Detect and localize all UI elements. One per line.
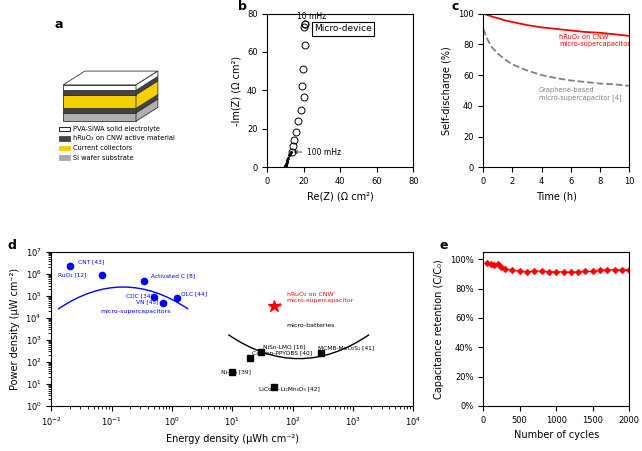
Polygon shape: [63, 81, 158, 95]
Text: RuO₂ [12]: RuO₂ [12]: [58, 272, 87, 277]
Text: Ni-Zn [39]: Ni-Zn [39]: [221, 370, 251, 375]
Polygon shape: [63, 113, 136, 121]
Text: hRuO₂ on CNW
micro-supercapacitor: hRuO₂ on CNW micro-supercapacitor: [559, 33, 630, 46]
Text: hRuO₂ on CNW
micro-supercapacitor: hRuO₂ on CNW micro-supercapacitor: [278, 292, 354, 306]
Text: VN [45]: VN [45]: [135, 299, 159, 304]
Polygon shape: [58, 146, 71, 150]
Text: b: b: [238, 0, 247, 14]
Text: a: a: [55, 18, 63, 31]
Polygon shape: [58, 127, 71, 131]
Polygon shape: [136, 95, 158, 113]
X-axis label: Number of cycles: Number of cycles: [514, 430, 599, 440]
Text: Micro-device: Micro-device: [315, 24, 372, 33]
Text: micro-batteries: micro-batteries: [286, 323, 335, 328]
Polygon shape: [136, 81, 158, 109]
Text: NiSn-LMO [16]: NiSn-LMO [16]: [263, 344, 305, 349]
Text: Graphene-based
micro-supercapacitor [4]: Graphene-based micro-supercapacitor [4]: [539, 87, 621, 101]
Text: 100 mHz: 100 mHz: [295, 147, 342, 156]
Polygon shape: [63, 71, 158, 85]
Text: micro-supercapacitors: micro-supercapacitors: [100, 309, 171, 314]
Y-axis label: -Im(Z) (Ω cm²): -Im(Z) (Ω cm²): [231, 55, 241, 125]
Text: CNT [43]: CNT [43]: [78, 259, 105, 264]
Text: 10 mHz: 10 mHz: [297, 12, 327, 21]
Text: MCMB-MeO₂S₁ [41]: MCMB-MeO₂S₁ [41]: [318, 345, 374, 350]
Y-axis label: Capacitance retention (C/C₀): Capacitance retention (C/C₀): [434, 259, 444, 399]
Text: Current collectors: Current collectors: [73, 145, 133, 151]
Text: CDC [34]: CDC [34]: [126, 293, 152, 298]
X-axis label: Re(Z) (Ω cm²): Re(Z) (Ω cm²): [307, 192, 374, 202]
Text: LiCoO₂-Li₂Mn₄O₉ [42]: LiCoO₂-Li₂Mn₄O₉ [42]: [259, 387, 320, 391]
Polygon shape: [63, 85, 136, 90]
Polygon shape: [58, 136, 71, 141]
Polygon shape: [63, 95, 158, 109]
Y-axis label: Self-discharge (%): Self-discharge (%): [442, 46, 452, 135]
Text: d: d: [8, 239, 17, 252]
Text: PVA-SiWA solid electrolyte: PVA-SiWA solid electrolyte: [73, 126, 160, 132]
X-axis label: Energy density (μWh cm⁻²): Energy density (μWh cm⁻²): [166, 433, 299, 444]
Polygon shape: [58, 155, 71, 160]
Polygon shape: [63, 99, 158, 113]
Text: hRuO₂ on CNW active material: hRuO₂ on CNW active material: [73, 135, 175, 142]
X-axis label: Time (h): Time (h): [536, 192, 577, 202]
Polygon shape: [63, 109, 136, 113]
Text: Carbon-PPYDBS [40]: Carbon-PPYDBS [40]: [252, 350, 312, 355]
Polygon shape: [63, 95, 136, 109]
Text: OLC [44]: OLC [44]: [181, 291, 207, 296]
Text: e: e: [440, 239, 448, 252]
Y-axis label: Power density (μW cm⁻²): Power density (μW cm⁻²): [10, 268, 20, 390]
Text: Si wafer substrate: Si wafer substrate: [73, 155, 134, 161]
Polygon shape: [136, 71, 158, 90]
Polygon shape: [63, 77, 158, 90]
Polygon shape: [63, 90, 136, 95]
Polygon shape: [136, 77, 158, 95]
Text: c: c: [451, 0, 458, 14]
Polygon shape: [136, 99, 158, 121]
Text: Activated C [8]: Activated C [8]: [151, 274, 195, 279]
